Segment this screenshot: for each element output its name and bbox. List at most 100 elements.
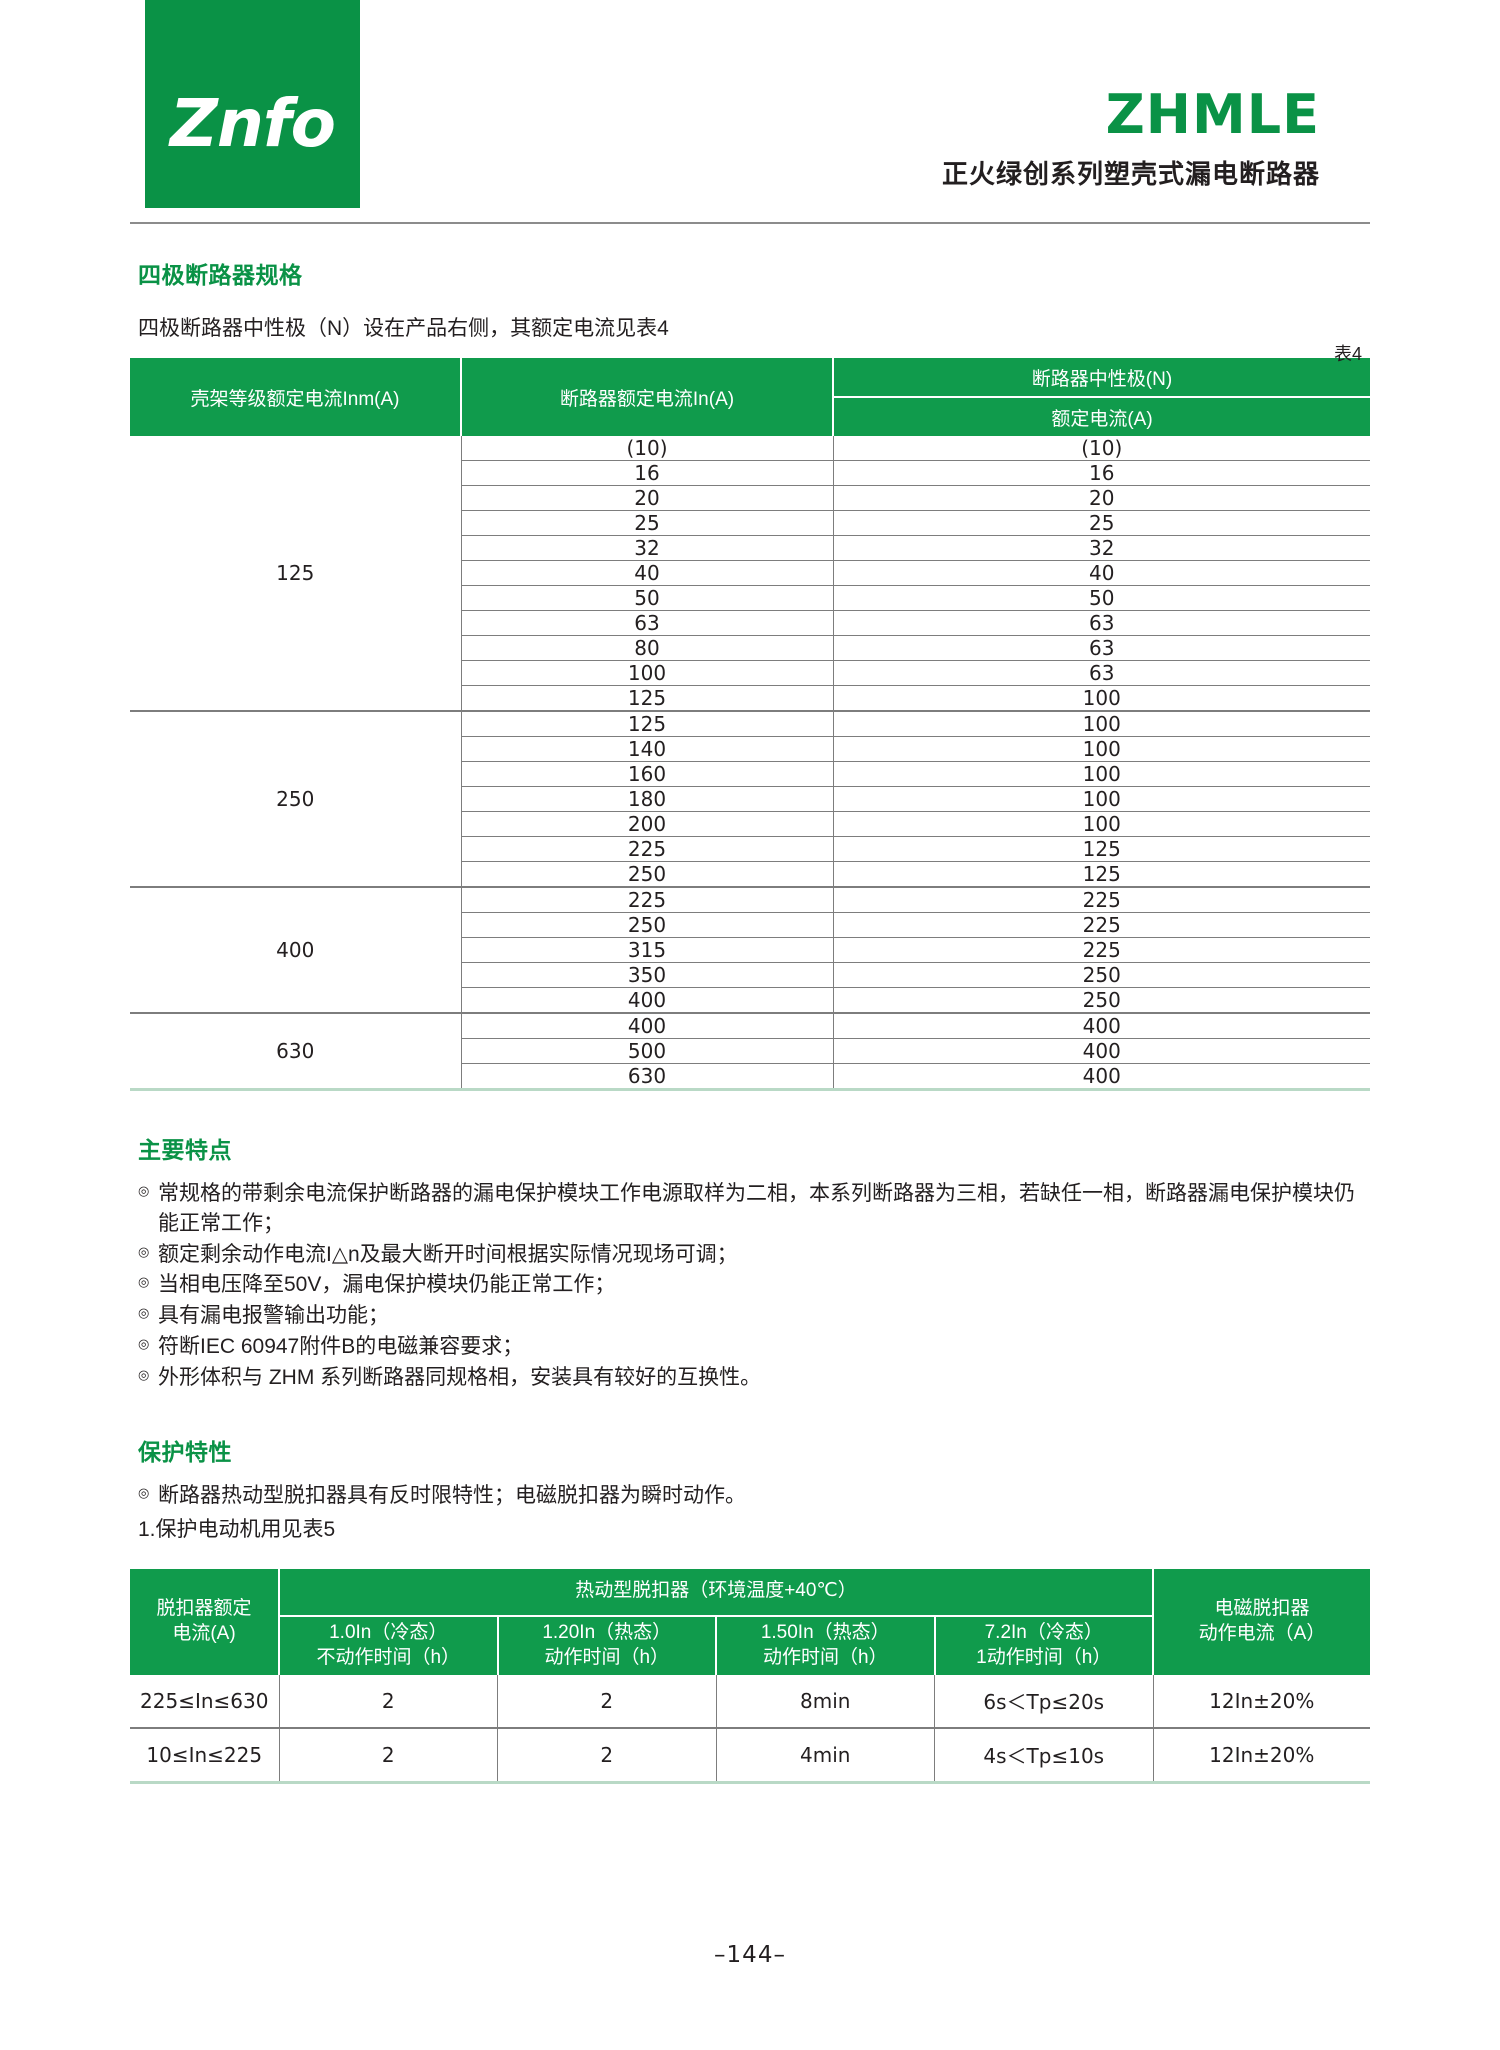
breaker-rating-cell: 180 bbox=[461, 786, 834, 812]
col-header-thermal-3: 1.50In（热态） 动作时间（h） bbox=[716, 1615, 936, 1675]
neutral-rating-cell: 16 bbox=[833, 460, 1370, 486]
col-header-thermal-4: 7.2In（冷态） 1动作时间（h） bbox=[934, 1615, 1154, 1675]
col-header-thermal-group: 热动型脱扣器（环境温度+40℃） bbox=[279, 1568, 1154, 1617]
breaker-rating-cell: 225 bbox=[461, 887, 834, 913]
spec-table-body: 125 (10) (10) 16 16 20 20 25 25 32 32 40 40 50 50 63 63 8… bbox=[130, 436, 1370, 1091]
table-row: 125 (10) (10) bbox=[130, 436, 1370, 712]
list-item: ◎ 当相电压降至50V，漏电保护模块仍能正常工作； bbox=[138, 1270, 1370, 1300]
thermal-sub-line1: 1.0In（冷态） bbox=[329, 1621, 448, 1643]
neutral-rating-cell: 250 bbox=[833, 987, 1370, 1014]
breaker-rating-cell: 32 bbox=[461, 535, 834, 561]
spec-header-row-1: 壳架等级额定电流Inm(A) 断路器额定电流In(A) 断路器中性极(N) bbox=[130, 358, 1370, 436]
table-row: 160 100 bbox=[130, 761, 1370, 787]
product-series-subtitle: 正火绿创系列塑壳式漏电断路器 bbox=[941, 159, 1320, 189]
thermal-sub-line2: 动作时间（h） bbox=[762, 1646, 888, 1668]
spec-table-head: 壳架等级额定电流Inm(A) 断路器额定电流In(A) 断路器中性极(N) 额定… bbox=[130, 358, 1370, 436]
breaker-rating-cell: 20 bbox=[461, 485, 834, 511]
col-header-trip-rated: 脱扣器额定 电流(A) bbox=[130, 1568, 280, 1675]
neutral-rating-cell: 100 bbox=[833, 685, 1370, 712]
breaker-rating-cell: 400 bbox=[461, 1013, 834, 1039]
trip-cold-no-trip-cell: 2 bbox=[279, 1674, 498, 1729]
breaker-rating-cell: 40 bbox=[461, 560, 834, 586]
bullet-icon: ◎ bbox=[138, 1366, 150, 1382]
table-row: 140 100 bbox=[130, 736, 1370, 762]
breaker-rating-cell: 50 bbox=[461, 585, 834, 611]
neutral-rating-cell: 250 bbox=[833, 962, 1370, 988]
protection-list: ◎ 断路器热动型脱扣器具有反时限特性；电磁脱扣器为瞬时动作。 bbox=[130, 1481, 1370, 1511]
frame-rating-cell: 125 bbox=[130, 436, 462, 712]
trip-cold-720-cell: 6s＜Tp≤20s bbox=[934, 1674, 1154, 1729]
trip-hot-150-cell: 8min bbox=[716, 1674, 935, 1729]
neutral-rating-cell: 40 bbox=[833, 560, 1370, 586]
table-row: 32 32 bbox=[130, 535, 1370, 561]
product-series-title: ZHMLE bbox=[1105, 83, 1320, 146]
table4-label: 表4 bbox=[1333, 344, 1362, 364]
breaker-rating-cell: 63 bbox=[461, 610, 834, 636]
breaker-rating-cell: 315 bbox=[461, 937, 834, 963]
table-row: 225≤In≤630 2 2 8min 6s＜Tp≤20s 12In±20% bbox=[130, 1674, 1370, 1729]
frame-rating-cell: 400 bbox=[130, 887, 462, 1014]
em-line1: 电磁脱扣器 bbox=[1214, 1597, 1310, 1619]
col-header-neutral-current: 额定电流(A) bbox=[833, 397, 1370, 436]
trip-characteristics-table: 脱扣器额定 电流(A) 热动型脱扣器（环境温度+40℃） 电磁脱扣器 动作电流（… bbox=[130, 1568, 1370, 1784]
list-item: ◎ 符断IEC 60947附件B的电磁兼容要求； bbox=[138, 1332, 1370, 1362]
col-header-thermal-2: 1.20In（热态） 动作时间（h） bbox=[497, 1615, 717, 1675]
neutral-rating-cell: 400 bbox=[833, 1038, 1370, 1064]
list-item-text: 外形体积与 ZHM 系列断路器同规格相，安装具有较好的互换性。 bbox=[158, 1365, 762, 1389]
table-row: 400 250 bbox=[130, 987, 1370, 1014]
trip-table-wrapper: 脱扣器额定 电流(A) 热动型脱扣器（环境温度+40℃） 电磁脱扣器 动作电流（… bbox=[130, 1568, 1370, 1784]
header-titles: ZHMLE 正火绿创系列塑壳式漏电断路器 bbox=[942, 88, 1320, 191]
list-item-text: 符断IEC 60947附件B的电磁兼容要求； bbox=[158, 1335, 524, 1359]
bullet-icon: ◎ bbox=[138, 1274, 150, 1290]
neutral-rating-cell: 100 bbox=[833, 761, 1370, 787]
table-row: 500 400 bbox=[130, 1038, 1370, 1064]
header-divider bbox=[130, 222, 1370, 224]
neutral-rating-cell: 225 bbox=[833, 937, 1370, 963]
list-item: ◎ 断路器热动型脱扣器具有反时限特性；电磁脱扣器为瞬时动作。 bbox=[138, 1481, 1370, 1511]
page-header: Znfo ZHMLE 正火绿创系列塑壳式漏电断路器 bbox=[0, 0, 1500, 222]
trip-header-row-1: 脱扣器额定 电流(A) 热动型脱扣器（环境温度+40℃） 电磁脱扣器 动作电流（… bbox=[130, 1568, 1370, 1675]
four-pole-spec-table: 壳架等级额定电流Inm(A) 断路器额定电流In(A) 断路器中性极(N) 额定… bbox=[130, 358, 1370, 1091]
bullet-icon: ◎ bbox=[138, 1305, 150, 1321]
table-row: 200 100 bbox=[130, 811, 1370, 837]
table-row: 350 250 bbox=[130, 962, 1370, 988]
table-row: 630 400 400 bbox=[130, 1013, 1370, 1091]
list-item: ◎ 外形体积与 ZHM 系列断路器同规格相，安装具有较好的互换性。 bbox=[138, 1363, 1370, 1393]
table-row: 250 125 bbox=[130, 861, 1370, 888]
trip-rated-line2: 电流(A) bbox=[172, 1622, 236, 1644]
breaker-rating-cell: 16 bbox=[461, 460, 834, 486]
breaker-rating-cell: 200 bbox=[461, 811, 834, 837]
trip-cold-720-cell: 4s＜Tp≤10s bbox=[934, 1727, 1154, 1784]
spec-intro-row: 四极断路器中性极（N）设在产品右侧，其额定电流见表4 表4 bbox=[138, 312, 1370, 364]
thermal-sub-line2: 动作时间（h） bbox=[544, 1646, 670, 1668]
neutral-rating-cell: 400 bbox=[833, 1013, 1370, 1039]
neutral-rating-cell: 100 bbox=[833, 736, 1370, 762]
em-line2: 动作电流（A） bbox=[1198, 1622, 1326, 1644]
breaker-rating-cell: 160 bbox=[461, 761, 834, 787]
col-header-neutral-pole: 断路器中性极(N) bbox=[833, 358, 1370, 398]
breaker-rating-cell: 125 bbox=[461, 711, 834, 737]
neutral-rating-cell: 63 bbox=[833, 635, 1370, 661]
trip-rated-line1: 脱扣器额定 bbox=[156, 1597, 252, 1619]
trip-header-row-2: 1.0In（冷态） 不动作时间（h） 1.20In（热态） 动作时间（h） 1.50In… bbox=[130, 1615, 1370, 1675]
neutral-rating-cell: 100 bbox=[833, 786, 1370, 812]
frame-rating-cell: 630 bbox=[130, 1013, 462, 1091]
trip-rated-cell: 10≤In≤225 bbox=[130, 1727, 280, 1784]
list-item-text: 断路器热动型脱扣器具有反时限特性；电磁脱扣器为瞬时动作。 bbox=[158, 1483, 746, 1507]
logo-wordmark: Znfo bbox=[170, 85, 336, 162]
thermal-sub-line1: 7.2In（冷态） bbox=[984, 1621, 1103, 1643]
trip-electromagnetic-cell: 12In±20% bbox=[1153, 1674, 1370, 1729]
neutral-rating-cell: 125 bbox=[833, 836, 1370, 862]
neutral-rating-cell: 63 bbox=[833, 610, 1370, 636]
frame-rating-cell: 250 bbox=[130, 711, 462, 888]
breaker-rating-cell: 125 bbox=[461, 685, 834, 712]
breaker-rating-cell: 500 bbox=[461, 1038, 834, 1064]
table-row: 40 40 bbox=[130, 560, 1370, 586]
main-features-section: 主要特点 ◎ 常规格的带剩余电流保护断路器的漏电保护模块工作电源取样为二相，本系列… bbox=[130, 1131, 1370, 1393]
spec-intro-text: 四极断路器中性极（N）设在产品右侧，其额定电流见表4 bbox=[138, 317, 669, 340]
neutral-rating-cell: 400 bbox=[833, 1063, 1370, 1091]
table-row: 25 25 bbox=[130, 510, 1370, 536]
protection-note: 1.保护电动机用见表5 bbox=[138, 1517, 336, 1541]
neutral-rating-cell: (10) bbox=[833, 436, 1370, 461]
